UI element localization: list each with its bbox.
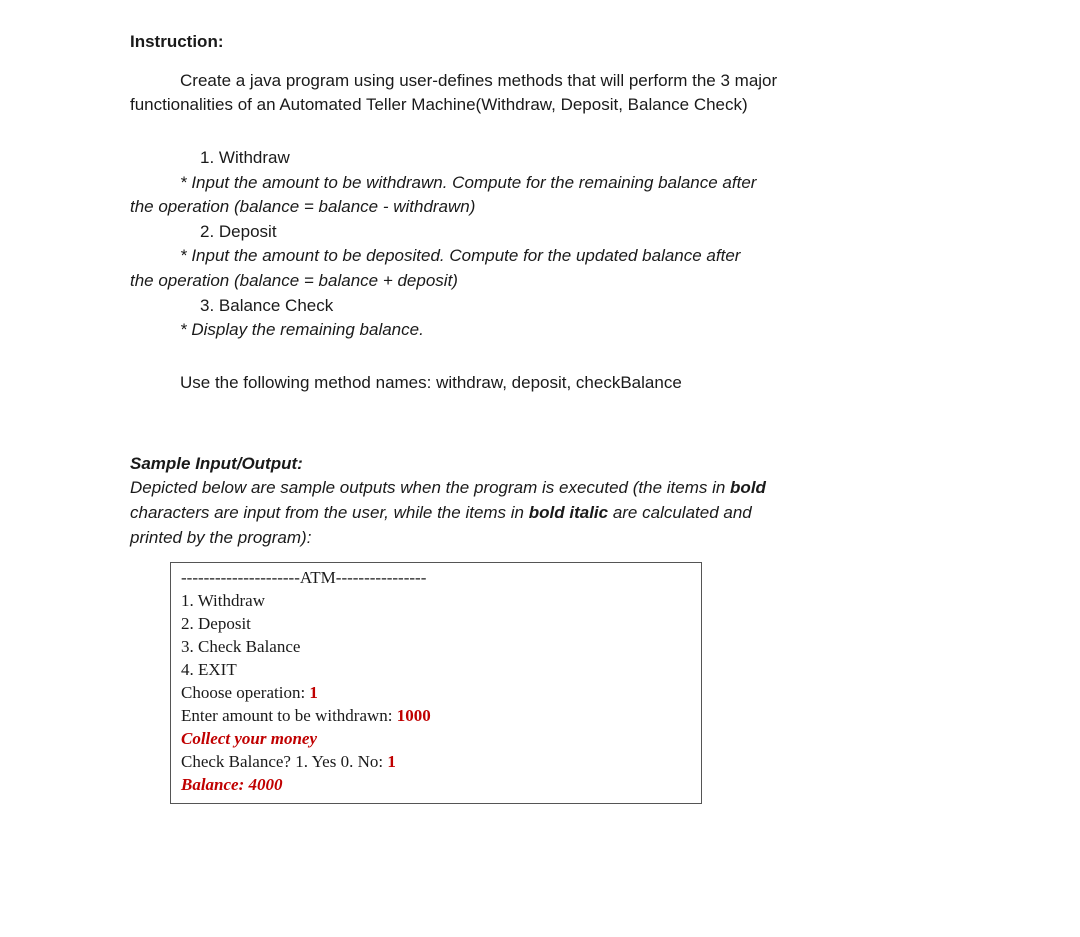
output-withdraw-input: 1000: [397, 706, 431, 725]
item1-detail-a: * Input the amount to be withdrawn. Comp…: [130, 171, 950, 196]
output-menu-1: 1. Withdraw: [181, 590, 691, 613]
item3-detail: * Display the remaining balance.: [130, 318, 950, 343]
output-withdraw-line: Enter amount to be withdrawn: 1000: [181, 705, 691, 728]
instruction-intro-line1: Create a java program using user-defines…: [130, 69, 950, 94]
item2-title: 2. Deposit: [130, 220, 950, 245]
output-choose-line: Choose operation: 1: [181, 682, 691, 705]
instruction-heading: Instruction:: [130, 30, 950, 55]
item2-detail-a: * Input the amount to be deposited. Comp…: [130, 244, 950, 269]
instruction-intro-line2: functionalities of an Automated Teller M…: [130, 93, 950, 118]
sample-desc-line2-c: are calculated and: [608, 503, 752, 522]
output-menu-2: 2. Deposit: [181, 613, 691, 636]
sample-desc-line1-a: Depicted below are sample outputs when t…: [130, 478, 730, 497]
item1-detail-b: the operation (balance = balance - withd…: [130, 195, 950, 220]
output-collect-msg: Collect your money: [181, 728, 691, 751]
sample-desc-line2: characters are input from the user, whil…: [130, 501, 950, 526]
item2-detail-b: the operation (balance = balance + depos…: [130, 269, 950, 294]
sample-desc-line3: printed by the program):: [130, 526, 950, 551]
output-checkbal-label: Check Balance? 1. Yes 0. No:: [181, 752, 387, 771]
output-choose-label: Choose operation:: [181, 683, 309, 702]
sample-desc-line1: Depicted below are sample outputs when t…: [130, 476, 950, 501]
output-header: ---------------------ATM----------------: [181, 567, 691, 590]
output-checkbal-input: 1: [387, 752, 396, 771]
output-menu-3: 3. Check Balance: [181, 636, 691, 659]
sample-desc-line1-b: bold: [730, 478, 766, 497]
output-withdraw-label: Enter amount to be withdrawn:: [181, 706, 397, 725]
method-note: Use the following method names: withdraw…: [130, 371, 950, 396]
output-box: ---------------------ATM----------------…: [170, 562, 702, 803]
sample-desc-line2-b: bold italic: [529, 503, 608, 522]
output-choose-input: 1: [309, 683, 318, 702]
output-checkbal-line: Check Balance? 1. Yes 0. No: 1: [181, 751, 691, 774]
sample-desc-line2-a: characters are input from the user, whil…: [130, 503, 529, 522]
sample-heading: Sample Input/Output:: [130, 452, 950, 477]
output-balance-msg: Balance: 4000: [181, 774, 691, 797]
item3-title: 3. Balance Check: [130, 294, 950, 319]
item1-title: 1. Withdraw: [130, 146, 950, 171]
output-menu-4: 4. EXIT: [181, 659, 691, 682]
